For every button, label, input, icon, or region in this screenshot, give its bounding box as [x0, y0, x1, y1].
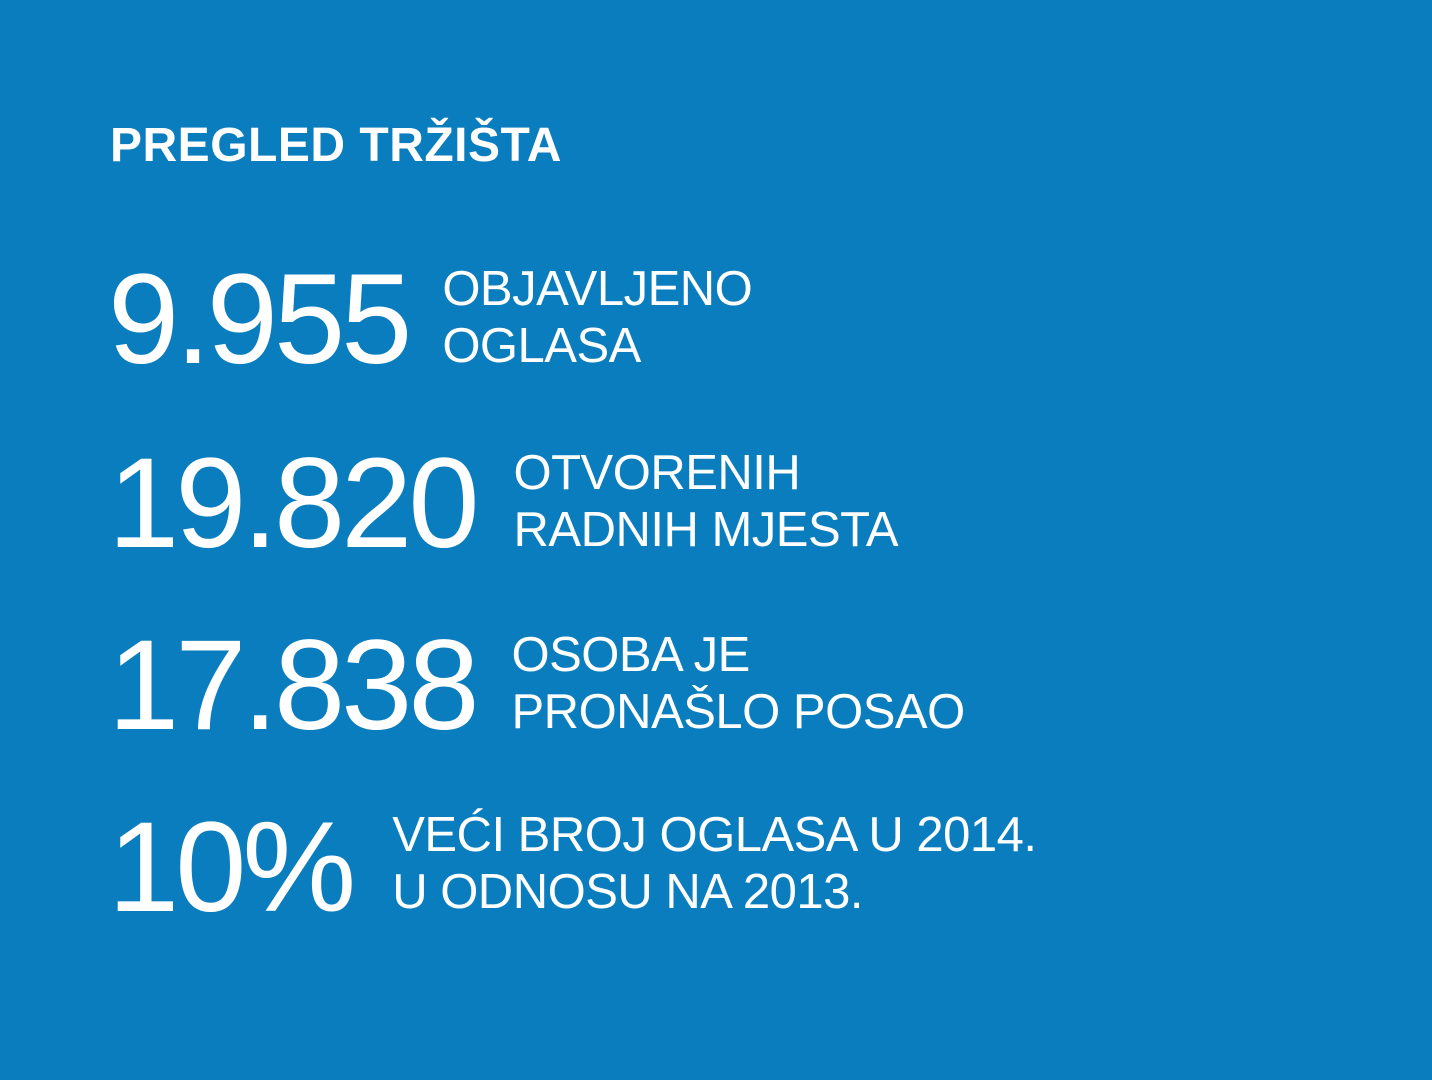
stat-value: 19.820 [108, 432, 479, 575]
stat-label-line: VEĆI BROJ OGLASA U 2014. [392, 808, 1037, 863]
stat-label-line: OGLASA [442, 319, 641, 373]
stat-value: 17.838 [108, 614, 479, 757]
stat-label: VEĆI BROJ OGLASA U 2014. U ODNOSU NA 201… [392, 807, 1037, 921]
stat-label-line: PRONAŠLO POSAO [511, 685, 966, 739]
infographic-title: PREGLED TRŽIŠTA [110, 119, 562, 172]
stat-label-line: OSOBA JE [511, 628, 751, 683]
stat-value: 9.955 [108, 248, 412, 391]
stat-open-positions: 19.820 OTVORENIH RADNIH MJESTA [108, 432, 899, 575]
stat-label: OBJAVLJENO OGLASA [442, 261, 752, 375]
stat-label-line: U ODNOSU NA 2013. [392, 865, 863, 919]
stat-people-found-jobs: 17.838 OSOBA JE PRONAŠLO POSAO [108, 622, 965, 750]
stat-ad-growth: 10% VEĆI BROJ OGLASA U 2014. U ODNOSU NA… [108, 804, 1037, 932]
stat-label-line: OBJAVLJENO [442, 262, 753, 317]
stat-label-line: RADNIH MJESTA [513, 503, 899, 557]
stat-published-ads: 9.955 OBJAVLJENO OGLASA [108, 248, 753, 391]
stat-label: OSOBA JE PRONAŠLO POSAO [511, 627, 966, 741]
stat-label: OTVORENIH RADNIH MJESTA [514, 445, 899, 559]
stat-label-line: OTVORENIH [513, 446, 801, 501]
stat-value: 10% [108, 796, 356, 939]
